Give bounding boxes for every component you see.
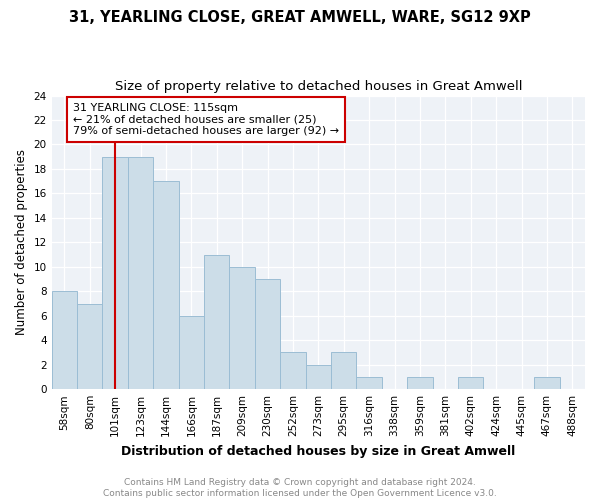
Bar xyxy=(52,292,77,389)
Bar xyxy=(534,377,560,389)
X-axis label: Distribution of detached houses by size in Great Amwell: Distribution of detached houses by size … xyxy=(121,444,515,458)
Bar xyxy=(103,156,128,389)
Bar xyxy=(179,316,204,389)
Bar xyxy=(128,156,153,389)
Y-axis label: Number of detached properties: Number of detached properties xyxy=(15,150,28,336)
Text: 31 YEARLING CLOSE: 115sqm
← 21% of detached houses are smaller (25)
79% of semi-: 31 YEARLING CLOSE: 115sqm ← 21% of detac… xyxy=(73,103,339,136)
Bar xyxy=(305,364,331,389)
Bar xyxy=(356,377,382,389)
Text: Contains HM Land Registry data © Crown copyright and database right 2024.
Contai: Contains HM Land Registry data © Crown c… xyxy=(103,478,497,498)
Bar xyxy=(255,279,280,389)
Text: 31, YEARLING CLOSE, GREAT AMWELL, WARE, SG12 9XP: 31, YEARLING CLOSE, GREAT AMWELL, WARE, … xyxy=(69,10,531,25)
Bar xyxy=(407,377,433,389)
Bar xyxy=(458,377,484,389)
Bar xyxy=(77,304,103,389)
Bar xyxy=(204,254,229,389)
Bar xyxy=(153,181,179,389)
Bar xyxy=(280,352,305,389)
Bar xyxy=(331,352,356,389)
Title: Size of property relative to detached houses in Great Amwell: Size of property relative to detached ho… xyxy=(115,80,522,93)
Bar xyxy=(229,267,255,389)
